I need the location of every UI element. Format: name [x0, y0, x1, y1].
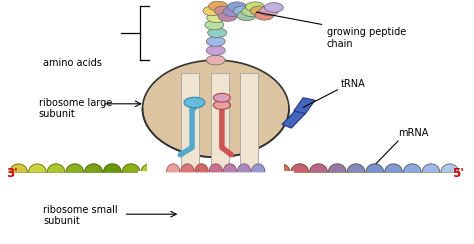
Ellipse shape — [143, 60, 289, 157]
Circle shape — [264, 3, 283, 12]
Circle shape — [207, 13, 226, 22]
Circle shape — [233, 6, 252, 16]
Polygon shape — [273, 164, 290, 172]
Polygon shape — [254, 164, 271, 172]
Circle shape — [260, 6, 279, 16]
Ellipse shape — [152, 197, 280, 234]
Polygon shape — [422, 164, 439, 172]
Circle shape — [214, 6, 233, 16]
Polygon shape — [209, 164, 222, 172]
Circle shape — [205, 20, 224, 30]
Polygon shape — [47, 164, 64, 172]
Text: ribosome small
subunit: ribosome small subunit — [43, 205, 118, 226]
Ellipse shape — [194, 203, 228, 214]
Circle shape — [213, 93, 230, 102]
Bar — [181, 73, 199, 169]
Polygon shape — [235, 164, 252, 172]
Circle shape — [246, 2, 264, 12]
Text: amino acids: amino acids — [44, 58, 102, 68]
Polygon shape — [141, 164, 158, 172]
Text: ribosome large
subunit: ribosome large subunit — [38, 98, 112, 120]
Polygon shape — [252, 164, 265, 172]
Polygon shape — [216, 164, 233, 172]
Circle shape — [218, 12, 237, 21]
Text: 3': 3' — [6, 167, 18, 180]
Polygon shape — [10, 164, 27, 172]
Bar — [147, 143, 284, 172]
Polygon shape — [441, 164, 458, 172]
Circle shape — [209, 1, 228, 11]
Circle shape — [206, 46, 225, 55]
Polygon shape — [195, 164, 208, 172]
Circle shape — [242, 7, 261, 16]
Polygon shape — [29, 164, 46, 172]
Bar — [211, 73, 229, 169]
Polygon shape — [347, 164, 365, 172]
Polygon shape — [294, 98, 315, 113]
Circle shape — [206, 55, 225, 65]
Circle shape — [206, 37, 225, 46]
Polygon shape — [160, 164, 177, 172]
Polygon shape — [179, 164, 196, 172]
Polygon shape — [366, 164, 383, 172]
Circle shape — [184, 97, 205, 108]
Circle shape — [208, 28, 227, 38]
Polygon shape — [197, 164, 215, 172]
Circle shape — [223, 7, 242, 16]
Circle shape — [213, 101, 230, 109]
Polygon shape — [404, 164, 421, 172]
Text: growing peptide
chain: growing peptide chain — [327, 28, 406, 49]
Circle shape — [255, 10, 274, 20]
Bar — [138, 171, 294, 244]
Polygon shape — [122, 164, 140, 172]
Polygon shape — [181, 164, 194, 172]
Circle shape — [228, 2, 246, 12]
Circle shape — [237, 11, 256, 20]
Polygon shape — [223, 164, 237, 172]
Text: 5': 5' — [452, 167, 464, 180]
Polygon shape — [85, 164, 102, 172]
Polygon shape — [104, 164, 121, 172]
Circle shape — [203, 6, 222, 16]
Text: tRNA: tRNA — [341, 79, 366, 89]
Text: mRNA: mRNA — [398, 128, 428, 138]
Polygon shape — [282, 110, 306, 128]
Polygon shape — [66, 164, 83, 172]
Polygon shape — [310, 164, 327, 172]
Polygon shape — [167, 164, 180, 172]
Bar — [240, 73, 258, 169]
Polygon shape — [328, 164, 346, 172]
Circle shape — [250, 6, 269, 16]
Polygon shape — [291, 164, 309, 172]
Polygon shape — [237, 164, 251, 172]
Polygon shape — [385, 164, 402, 172]
